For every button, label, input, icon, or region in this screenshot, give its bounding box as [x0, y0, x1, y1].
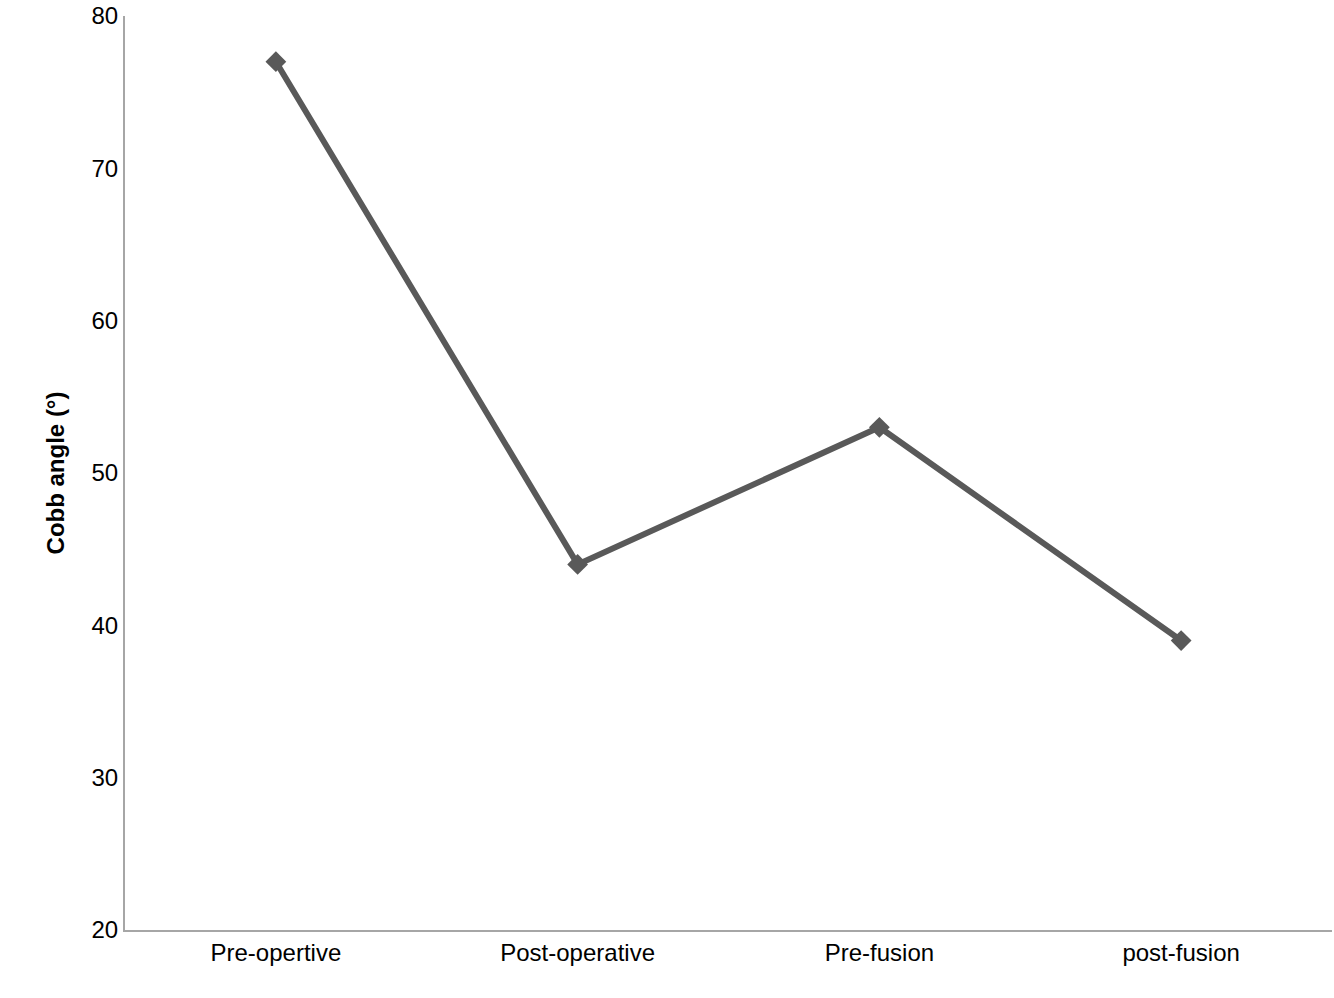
- svg-text:80: 80: [91, 2, 118, 29]
- svg-text:post-fusion: post-fusion: [1122, 939, 1239, 966]
- svg-text:Pre-fusion: Pre-fusion: [825, 939, 934, 966]
- svg-text:Post-operative: Post-operative: [500, 939, 655, 966]
- svg-text:Cobb angle (°): Cobb angle (°): [42, 392, 69, 555]
- svg-text:20: 20: [91, 916, 118, 943]
- svg-text:70: 70: [91, 155, 118, 182]
- svg-text:50: 50: [91, 459, 118, 486]
- svg-text:40: 40: [91, 612, 118, 639]
- svg-text:60: 60: [91, 307, 118, 334]
- svg-text:30: 30: [91, 764, 118, 791]
- svg-text:Pre-opertive: Pre-opertive: [211, 939, 342, 966]
